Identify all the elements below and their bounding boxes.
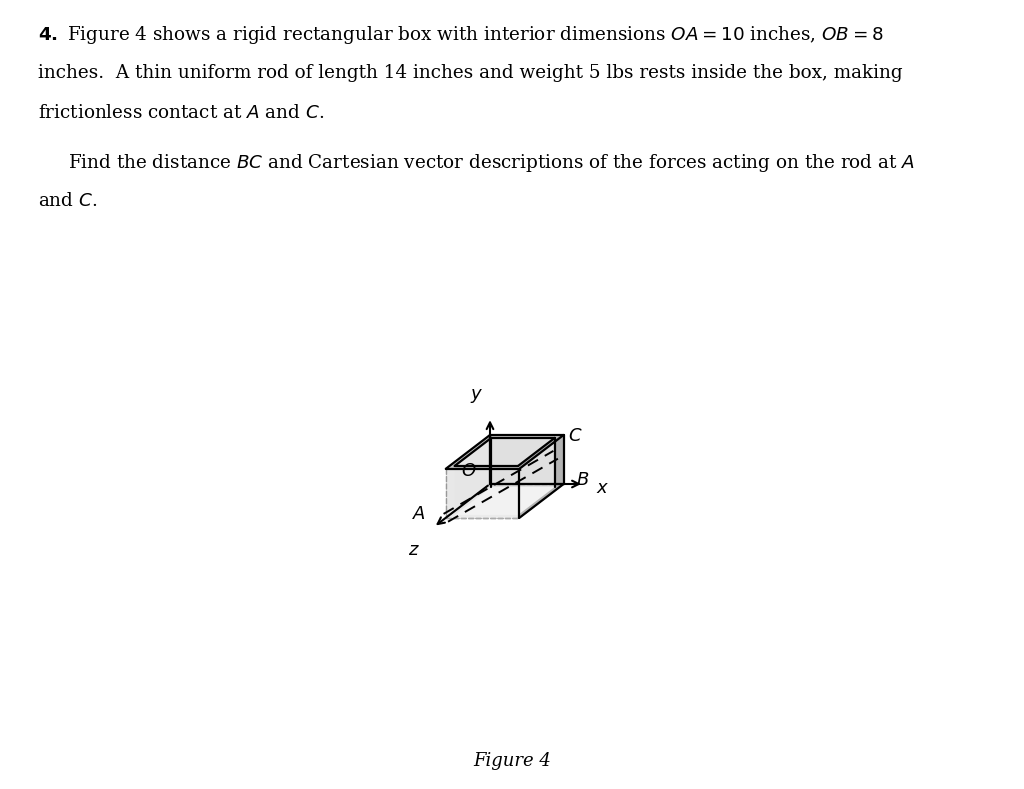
Polygon shape	[519, 435, 563, 518]
Text: Figure 4: Figure 4	[473, 752, 551, 770]
Polygon shape	[445, 484, 563, 518]
Polygon shape	[445, 435, 492, 469]
Text: $\mathbf{4.}$ Figure 4 shows a rigid rectangular box with interior dimensions $O: $\mathbf{4.}$ Figure 4 shows a rigid rec…	[38, 24, 884, 46]
Text: $C$: $C$	[567, 427, 583, 445]
Text: $y$: $y$	[470, 387, 483, 406]
Polygon shape	[455, 487, 555, 515]
Text: frictionless contact at $A$ and $C$.: frictionless contact at $A$ and $C$.	[38, 104, 325, 122]
Text: $B$: $B$	[575, 471, 589, 489]
Polygon shape	[445, 435, 490, 518]
Polygon shape	[492, 438, 555, 487]
Text: $z$: $z$	[408, 541, 420, 559]
Polygon shape	[518, 435, 563, 469]
Polygon shape	[445, 466, 519, 469]
Text: Find the distance $BC$ and Cartesian vector descriptions of the forces acting on: Find the distance $BC$ and Cartesian vec…	[68, 152, 915, 174]
Polygon shape	[490, 435, 563, 438]
Polygon shape	[445, 435, 563, 469]
Text: $O$: $O$	[461, 462, 476, 480]
Polygon shape	[455, 438, 492, 515]
Text: inches.  A thin uniform rod of length 14 inches and weight 5 lbs rests inside th: inches. A thin uniform rod of length 14 …	[38, 64, 902, 82]
Text: and $C$.: and $C$.	[38, 192, 97, 210]
Text: $A$: $A$	[412, 505, 426, 523]
Text: $x$: $x$	[596, 479, 609, 497]
Polygon shape	[490, 435, 563, 484]
